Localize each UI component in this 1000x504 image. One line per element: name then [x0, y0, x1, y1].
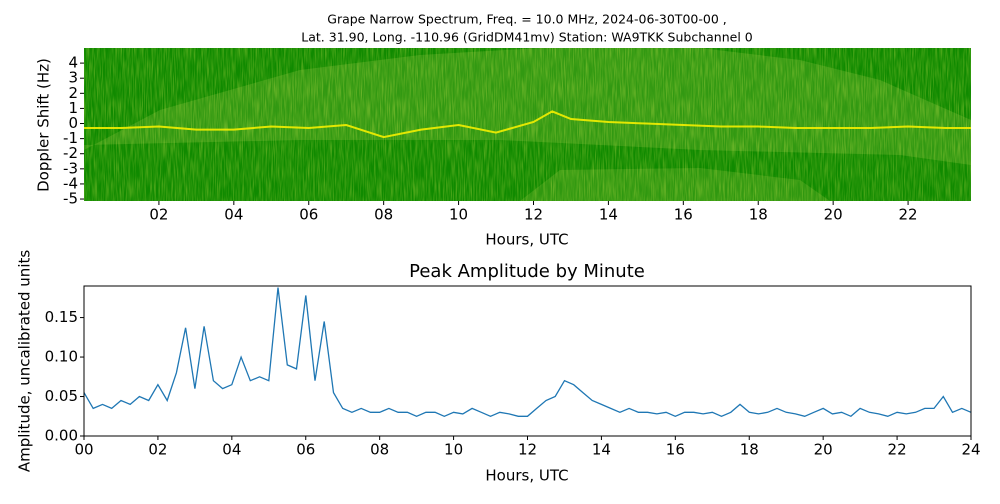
x-tick-label: 14: [592, 441, 611, 459]
x-tick-label: 00: [74, 441, 93, 459]
y-axis-label: Doppler Shift (Hz): [35, 58, 53, 192]
x-tick-label: 16: [666, 441, 685, 459]
x-tick-label: 22: [899, 206, 918, 224]
x-tick-label: 20: [824, 206, 843, 224]
y-tick-label: 3: [68, 69, 78, 87]
y-axis-label: Amplitude, uncalibrated units: [16, 250, 34, 473]
x-tick-label: 08: [370, 441, 389, 459]
x-tick-label: 08: [374, 206, 393, 224]
x-axis-label: Hours, UTC: [485, 231, 568, 249]
x-axis-label: Hours, UTC: [485, 467, 568, 485]
y-tick-label: -5: [63, 190, 78, 208]
y-tick-label: 0.00: [45, 427, 78, 445]
x-tick-label: 12: [518, 441, 537, 459]
y-tick-label: 4: [68, 54, 78, 72]
x-tick-label: 10: [444, 441, 463, 459]
doppler-trace: [84, 110, 971, 139]
x-tick-label: 16: [674, 206, 693, 224]
chart-title: Peak Amplitude by Minute: [409, 261, 645, 282]
y-tick-label: 2: [68, 84, 78, 102]
x-tick-label: 24: [961, 441, 980, 459]
x-tick-label: 14: [599, 206, 618, 224]
plot-frame: [83, 285, 972, 437]
amplitude-line: [83, 287, 972, 418]
chart-title: Grape Narrow Spectrum, Freq. = 10.0 MHz,…: [327, 12, 726, 27]
y-tick-label: -2: [63, 144, 78, 162]
y-tick-label: -3: [63, 159, 78, 177]
x-tick-label: 04: [222, 441, 241, 459]
x-tick-label: 06: [296, 441, 315, 459]
x-tick-label: 02: [149, 206, 168, 224]
x-tick-label: 10: [449, 206, 468, 224]
chart-title: Lat. 31.90, Long. -110.96 (GridDM41mv) S…: [301, 30, 753, 45]
y-tick-label: 0.10: [45, 348, 78, 366]
x-tick-label: 18: [740, 441, 759, 459]
y-tick-label: 0.15: [45, 308, 78, 326]
x-tick-label: 02: [148, 441, 167, 459]
x-tick-label: 22: [888, 441, 907, 459]
x-tick-label: 06: [299, 206, 318, 224]
y-tick-label: 0: [68, 114, 78, 132]
x-tick-label: 18: [749, 206, 768, 224]
y-tick-label: -1: [63, 129, 78, 147]
y-tick-label: -4: [63, 174, 78, 192]
x-tick-label: 12: [524, 206, 543, 224]
x-tick-label: 04: [224, 206, 243, 224]
y-tick-label: 0.05: [45, 387, 78, 405]
x-tick-label: 20: [814, 441, 833, 459]
y-tick-label: 1: [68, 99, 78, 117]
